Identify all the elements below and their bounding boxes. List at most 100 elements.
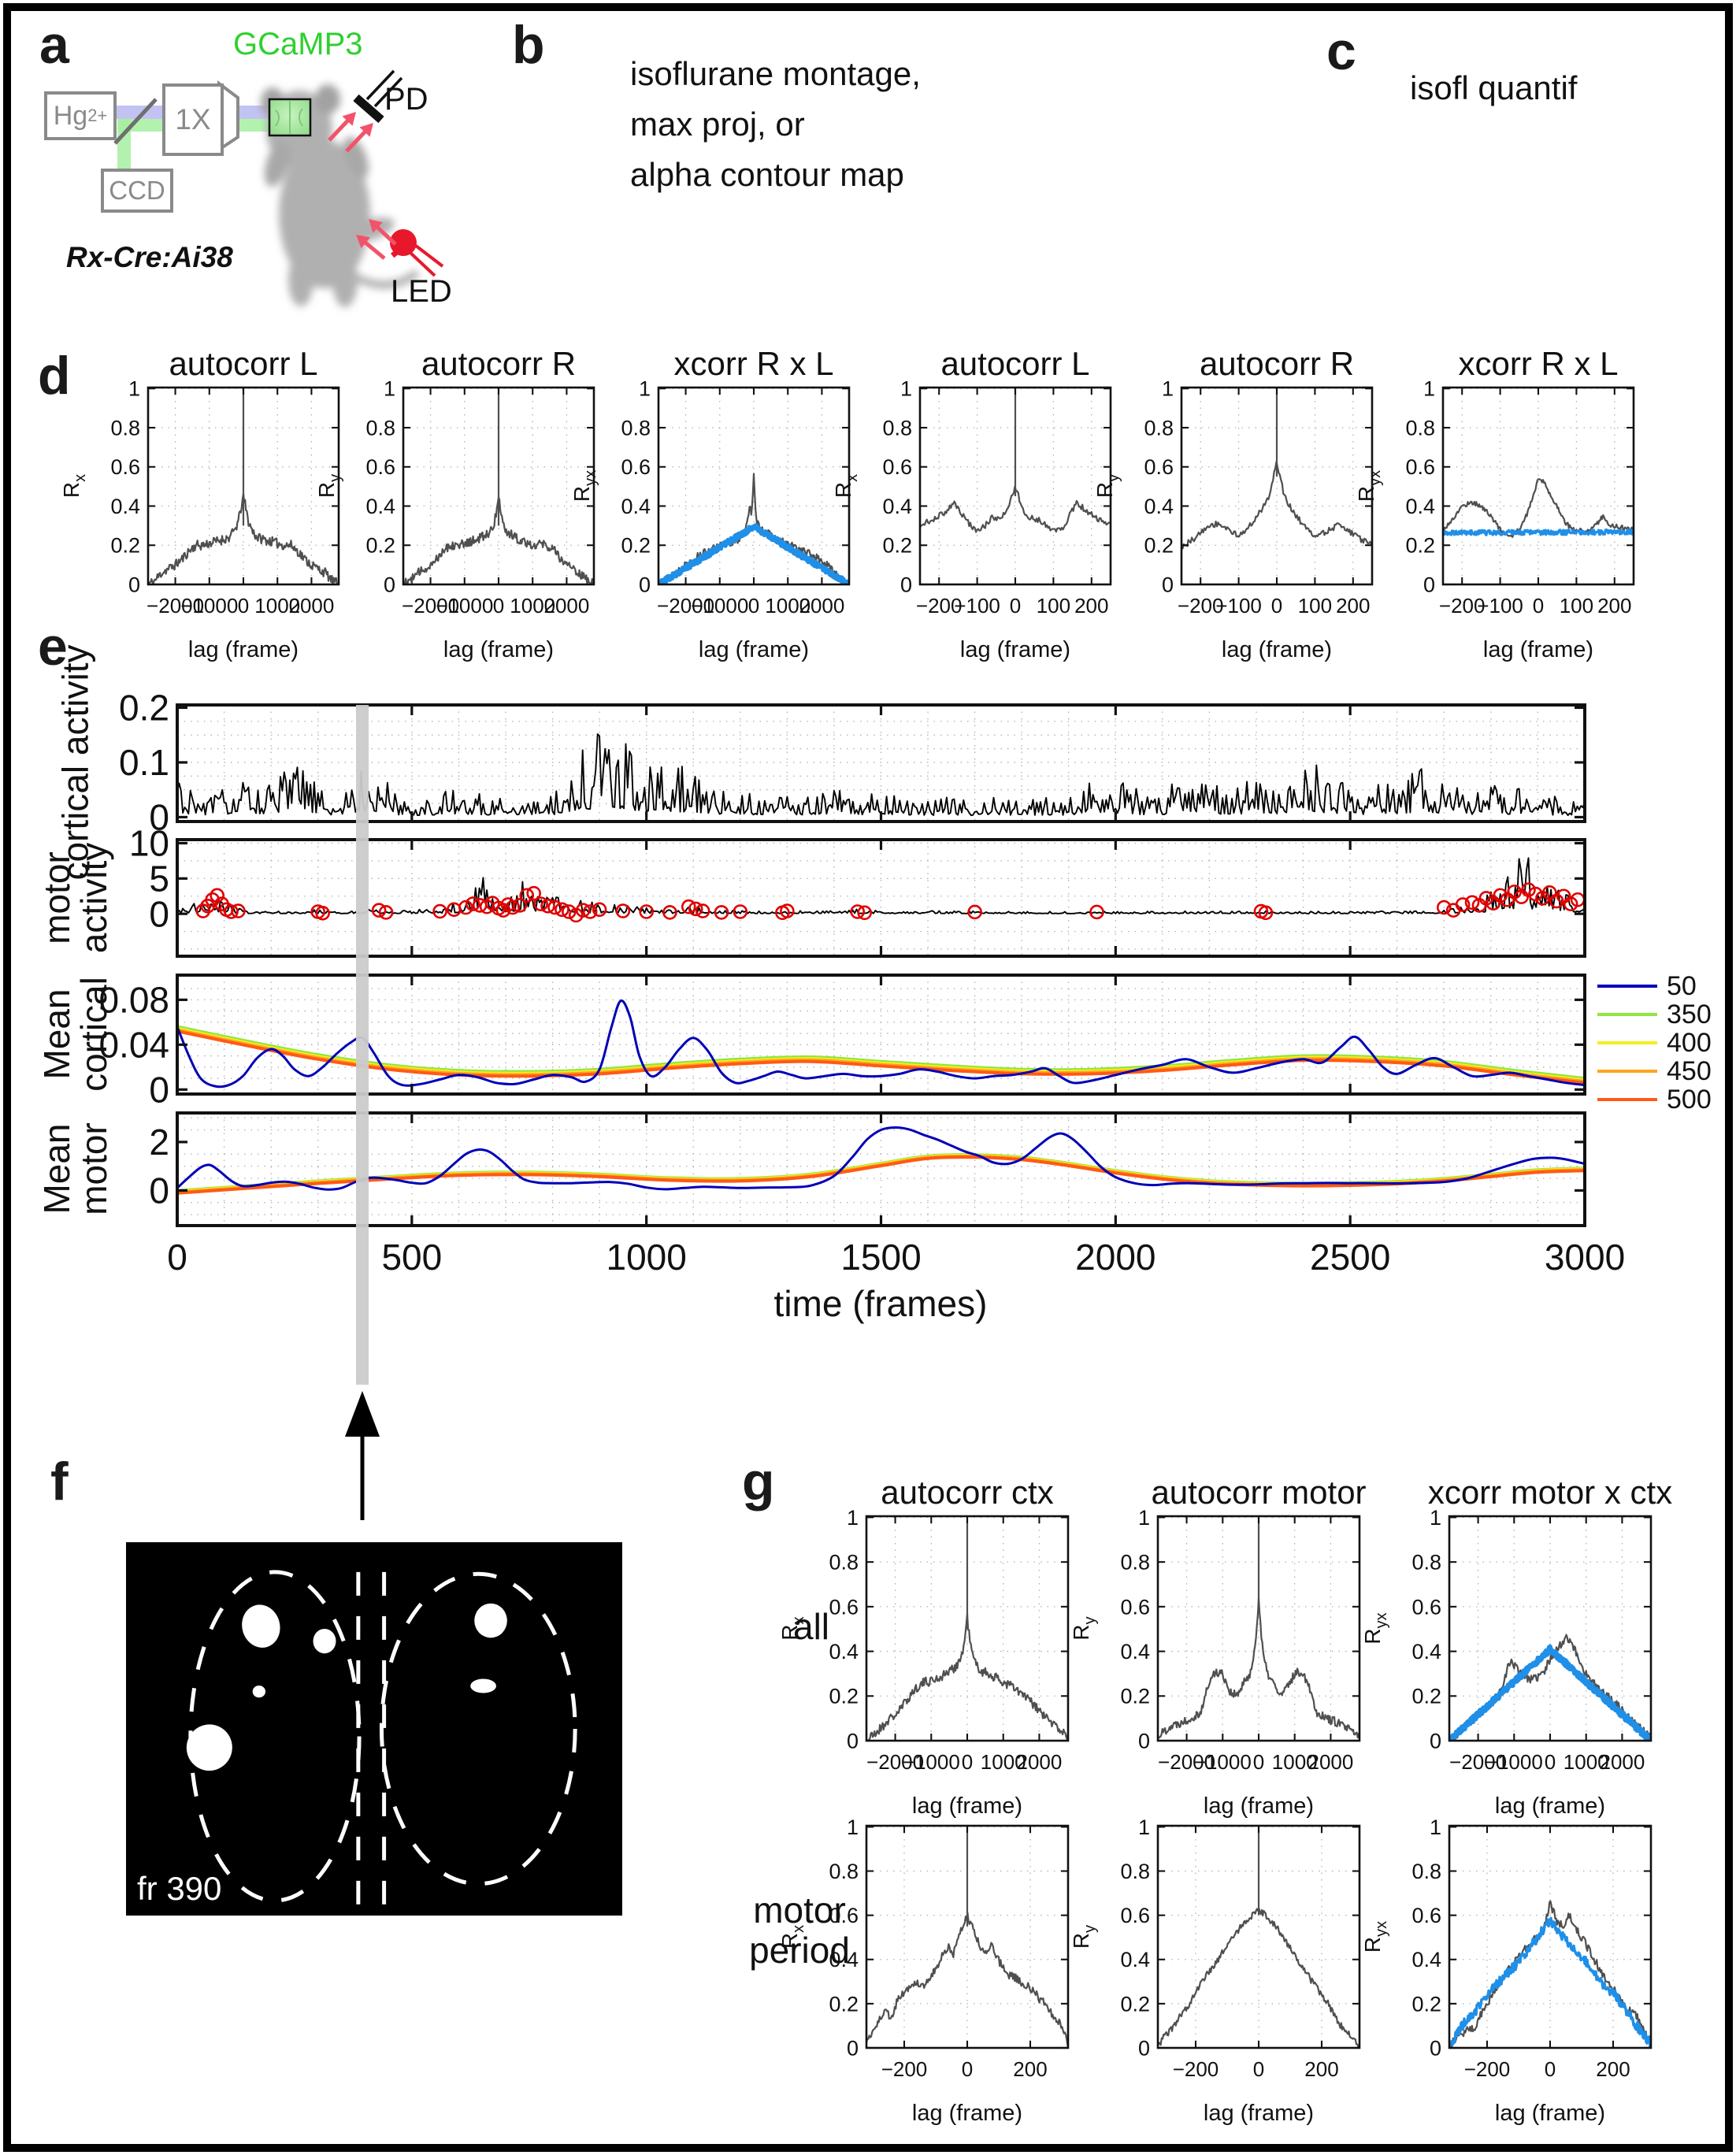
svg-text:1000: 1000 bbox=[510, 594, 555, 618]
chart-g6: −200 0 200 0 0.2 0.4 0.6 0.8 1 lag (frame) Ryx bbox=[1360, 1816, 1653, 2126]
legend-label: 450 bbox=[1667, 1055, 1712, 1086]
svg-text:0.08: 0.08 bbox=[98, 979, 169, 1020]
svg-text:−2000: −2000 bbox=[147, 594, 204, 618]
svg-text:0: 0 bbox=[1010, 594, 1021, 618]
svg-text:0.2: 0.2 bbox=[829, 1685, 859, 1708]
svg-text:0.6: 0.6 bbox=[829, 1595, 859, 1619]
svg-text:1000: 1000 bbox=[765, 594, 811, 618]
svg-text:3000: 3000 bbox=[1545, 1237, 1625, 1278]
svg-text:0: 0 bbox=[1423, 573, 1435, 596]
svg-text:1: 1 bbox=[847, 1816, 859, 1839]
legend-label: 400 bbox=[1667, 1027, 1712, 1058]
svg-text:Ryx: Ryx bbox=[569, 470, 599, 502]
svg-text:lag (frame): lag (frame) bbox=[1204, 2101, 1314, 2126]
svg-text:0.8: 0.8 bbox=[829, 1551, 859, 1575]
legend-line-swatch bbox=[1597, 1041, 1657, 1044]
svg-text:200: 200 bbox=[1074, 594, 1108, 618]
svg-text:1000: 1000 bbox=[606, 1237, 686, 1278]
svg-text:0: 0 bbox=[1545, 2057, 1556, 2081]
svg-text:0.2: 0.2 bbox=[365, 534, 395, 558]
svg-text:0.8: 0.8 bbox=[1405, 416, 1435, 440]
svg-text:1000: 1000 bbox=[254, 594, 300, 618]
svg-text:0.4: 0.4 bbox=[1411, 1640, 1441, 1664]
legend-entry-50: 50 bbox=[1597, 971, 1712, 1001]
svg-text:autocorr ctx: autocorr ctx bbox=[881, 1474, 1053, 1511]
mercury-lamp-box: Hg 2+ bbox=[44, 91, 117, 140]
svg-text:100: 100 bbox=[1037, 594, 1070, 618]
svg-text:−1000: −1000 bbox=[903, 1750, 960, 1774]
svg-text:0: 0 bbox=[149, 893, 169, 934]
chart-d6: −200−100 0 100 200 0 0.2 0.4 0.6 0.8 1 xcorr R x L… bbox=[1354, 345, 1635, 662]
svg-text:xcorr motor x ctx: xcorr motor x ctx bbox=[1428, 1474, 1672, 1511]
svg-text:0: 0 bbox=[1162, 573, 1174, 596]
chart-e-mean-motor: 0 500 1000 1500 2000 2500 3000 0 2 bbox=[149, 1111, 1625, 1278]
svg-text:0: 0 bbox=[493, 594, 504, 618]
svg-text:0.6: 0.6 bbox=[829, 1904, 859, 1927]
svg-text:lag (frame): lag (frame) bbox=[699, 637, 809, 662]
svg-text:0: 0 bbox=[149, 1170, 169, 1211]
svg-text:0.2: 0.2 bbox=[1120, 1992, 1150, 2016]
svg-text:−1000: −1000 bbox=[1486, 1750, 1543, 1774]
svg-text:0: 0 bbox=[149, 1069, 169, 1110]
svg-text:0.4: 0.4 bbox=[1405, 495, 1435, 518]
svg-text:Rx: Rx bbox=[831, 474, 861, 498]
svg-text:−1000: −1000 bbox=[436, 594, 493, 618]
legend-entry-500: 500 bbox=[1597, 1085, 1712, 1115]
svg-text:−2000: −2000 bbox=[402, 594, 459, 618]
svg-text:−2000: −2000 bbox=[866, 1750, 924, 1774]
active-region-blob bbox=[252, 1686, 266, 1698]
mercury-lamp-sup: 2+ bbox=[87, 106, 108, 125]
legend-line-swatch bbox=[1597, 1070, 1657, 1073]
svg-text:2000: 2000 bbox=[544, 594, 590, 618]
panel-b-line3: alpha contour map bbox=[630, 155, 904, 193]
svg-text:5: 5 bbox=[149, 858, 169, 899]
svg-text:1: 1 bbox=[900, 377, 912, 401]
led-label: LED bbox=[391, 274, 452, 309]
svg-text:1: 1 bbox=[847, 1506, 859, 1530]
led-icon bbox=[390, 229, 444, 277]
panel-label-a: a bbox=[39, 15, 69, 75]
svg-text:autocorr L: autocorr L bbox=[940, 345, 1089, 382]
panel-b-line2: max proj, or bbox=[630, 105, 805, 143]
chart-d4: −200−100 0 100 200 0 0.2 0.4 0.6 0.8 1 autocorr L l… bbox=[831, 345, 1112, 662]
svg-text:−1000: −1000 bbox=[180, 594, 238, 618]
svg-text:0.6: 0.6 bbox=[1411, 1904, 1441, 1927]
g-row-label-all: all bbox=[792, 1606, 830, 1647]
svg-text:lag (frame): lag (frame) bbox=[1495, 2101, 1605, 2126]
svg-text:0.6: 0.6 bbox=[1411, 1595, 1441, 1619]
svg-text:0.6: 0.6 bbox=[621, 455, 651, 479]
svg-text:lag (frame): lag (frame) bbox=[443, 637, 554, 662]
frame-number-text: fr 390 bbox=[137, 1870, 222, 1907]
svg-text:200: 200 bbox=[1597, 594, 1631, 618]
svg-text:0: 0 bbox=[238, 594, 249, 618]
svg-text:lag (frame): lag (frame) bbox=[1483, 637, 1593, 662]
panel-c-text: isofl quantif bbox=[1410, 69, 1578, 106]
svg-text:−200: −200 bbox=[881, 2057, 928, 2081]
chart-g2: −2000−1000 0 1000200000.20.40.60.81autocor… bbox=[1069, 1474, 1367, 1819]
svg-text:0.8: 0.8 bbox=[882, 416, 912, 440]
svg-text:0: 0 bbox=[1138, 1729, 1150, 1753]
svg-text:2000: 2000 bbox=[1075, 1237, 1155, 1278]
svg-text:0.6: 0.6 bbox=[365, 455, 395, 479]
svg-text:Ry: Ry bbox=[314, 474, 344, 498]
svg-text:1000: 1000 bbox=[981, 1750, 1026, 1774]
svg-text:0.4: 0.4 bbox=[829, 1640, 859, 1664]
svg-text:0: 0 bbox=[639, 573, 651, 596]
svg-text:1000: 1000 bbox=[1564, 1750, 1609, 1774]
svg-text:200: 200 bbox=[1013, 2057, 1047, 2081]
svg-text:−1000: −1000 bbox=[691, 594, 748, 618]
svg-text:0: 0 bbox=[1253, 1750, 1264, 1774]
svg-text:200: 200 bbox=[1304, 2057, 1338, 2081]
svg-text:0: 0 bbox=[1430, 1729, 1441, 1753]
panel-label-b: b bbox=[512, 15, 545, 75]
svg-text:2: 2 bbox=[149, 1122, 169, 1163]
svg-text:0.8: 0.8 bbox=[1144, 416, 1174, 440]
svg-text:2000: 2000 bbox=[289, 594, 335, 618]
svg-text:lag (frame): lag (frame) bbox=[1222, 637, 1332, 662]
e-xaxis-title: time (frames) bbox=[773, 1283, 988, 1324]
svg-text:0.2: 0.2 bbox=[1411, 1685, 1441, 1708]
svg-text:0: 0 bbox=[1138, 2036, 1150, 2060]
